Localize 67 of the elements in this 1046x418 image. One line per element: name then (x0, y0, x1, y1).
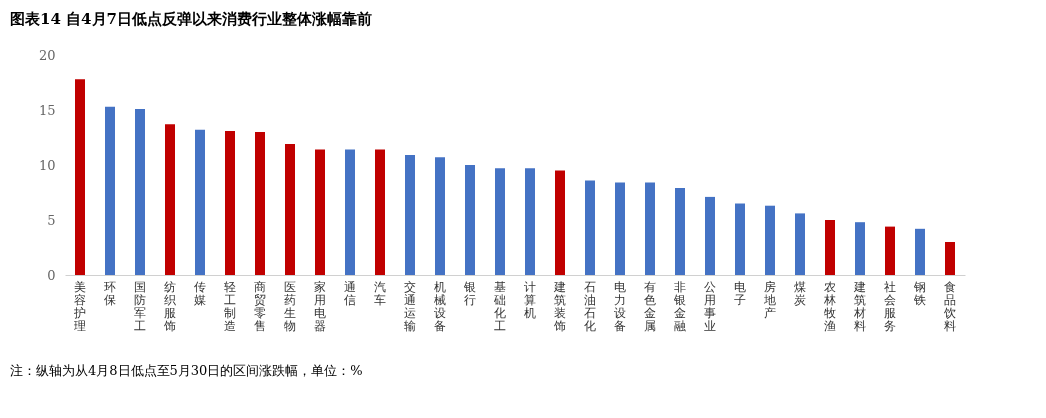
x-tick-label: 传媒 (194, 279, 206, 307)
bar (495, 168, 505, 275)
bar (225, 130, 235, 275)
bar (555, 170, 565, 275)
x-tick-label: 钢铁 (913, 279, 926, 307)
x-tick-label: 商贸零售 (254, 279, 266, 333)
bar (75, 79, 85, 275)
bar (195, 129, 205, 275)
text: 注：纵轴为从4月8日低点至5月30日的区间涨跌幅，单位：% (10, 363, 363, 378)
y-tick-label: 0 (47, 267, 56, 283)
x-tick-label: 农林牧渔 (823, 279, 836, 333)
bar (855, 222, 865, 275)
bar (645, 182, 655, 275)
bar (705, 196, 715, 275)
x-tick-label: 通信 (344, 279, 356, 307)
y-tick-label: 10 (38, 157, 56, 173)
x-tick-label: 建筑装饰 (553, 279, 566, 333)
bar (135, 108, 145, 275)
bar (525, 168, 535, 275)
y-tick-label: 20 (38, 47, 56, 63)
y-tick-label: 15 (38, 102, 56, 118)
bar (435, 157, 445, 275)
x-tick-label: 电力设备 (614, 279, 626, 333)
bar (615, 182, 625, 275)
chart-title: 图表14 自4月7日低点反弹以来消费行业整体涨幅靠前 (10, 10, 372, 28)
x-tick-label: 房地产 (763, 279, 776, 320)
bar (285, 144, 295, 275)
bar (315, 149, 325, 275)
bar (945, 242, 955, 275)
bar (885, 226, 895, 275)
x-tick-label: 计算机 (524, 279, 536, 320)
bar (825, 220, 835, 275)
x-tick-label: 建筑材料 (853, 279, 866, 333)
bar (675, 188, 685, 275)
x-tick-label: 银行 (463, 279, 476, 307)
bar (795, 213, 805, 275)
y-tick-label: 5 (47, 212, 56, 228)
x-tick-label: 基础化工 (493, 279, 506, 333)
x-tick-label: 纺织服饰 (163, 279, 176, 333)
bar (165, 124, 175, 275)
x-tick-label: 医药生物 (284, 279, 296, 333)
bar (345, 149, 355, 275)
x-tick-label: 煤炭 (794, 279, 806, 307)
bar (915, 228, 925, 275)
x-tick-label: 非银金融 (673, 279, 686, 333)
x-tick-label: 有色金属 (644, 279, 656, 333)
bar (255, 132, 265, 275)
x-tick-label: 美容护理 (73, 279, 86, 333)
x-tick-label: 电子 (734, 279, 746, 307)
x-tick-label: 轻工制造 (224, 279, 236, 333)
bar (585, 180, 595, 275)
bar (405, 155, 415, 275)
x-tick-label: 社会服务 (884, 279, 896, 333)
bar (765, 205, 775, 275)
x-tick-label: 交通运输 (404, 279, 416, 333)
x-tick-label: 食品饮料 (943, 279, 956, 333)
x-tick-label: 机械设备 (434, 279, 446, 333)
x-tick-label: 国防军工 (134, 279, 146, 333)
x-tick-label: 石油石化 (584, 279, 596, 333)
bar (735, 203, 745, 275)
x-tick-label: 环保 (104, 279, 116, 307)
bar (465, 165, 475, 275)
bar (105, 106, 115, 275)
x-tick-label: 汽车 (374, 279, 386, 307)
x-tick-label: 公用事业 (704, 279, 716, 333)
bar (375, 149, 385, 275)
x-tick-label: 家用电器 (314, 279, 326, 333)
